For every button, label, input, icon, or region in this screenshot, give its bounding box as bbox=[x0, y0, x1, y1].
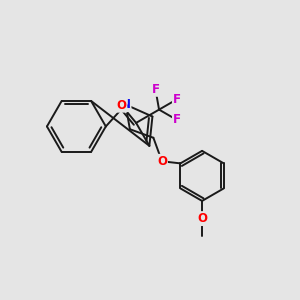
Text: F: F bbox=[152, 83, 160, 96]
Text: F: F bbox=[173, 93, 181, 106]
Text: O: O bbox=[157, 155, 167, 168]
Text: F: F bbox=[173, 113, 181, 126]
Text: O: O bbox=[116, 99, 126, 112]
Text: O: O bbox=[197, 212, 207, 225]
Text: N: N bbox=[121, 98, 130, 111]
